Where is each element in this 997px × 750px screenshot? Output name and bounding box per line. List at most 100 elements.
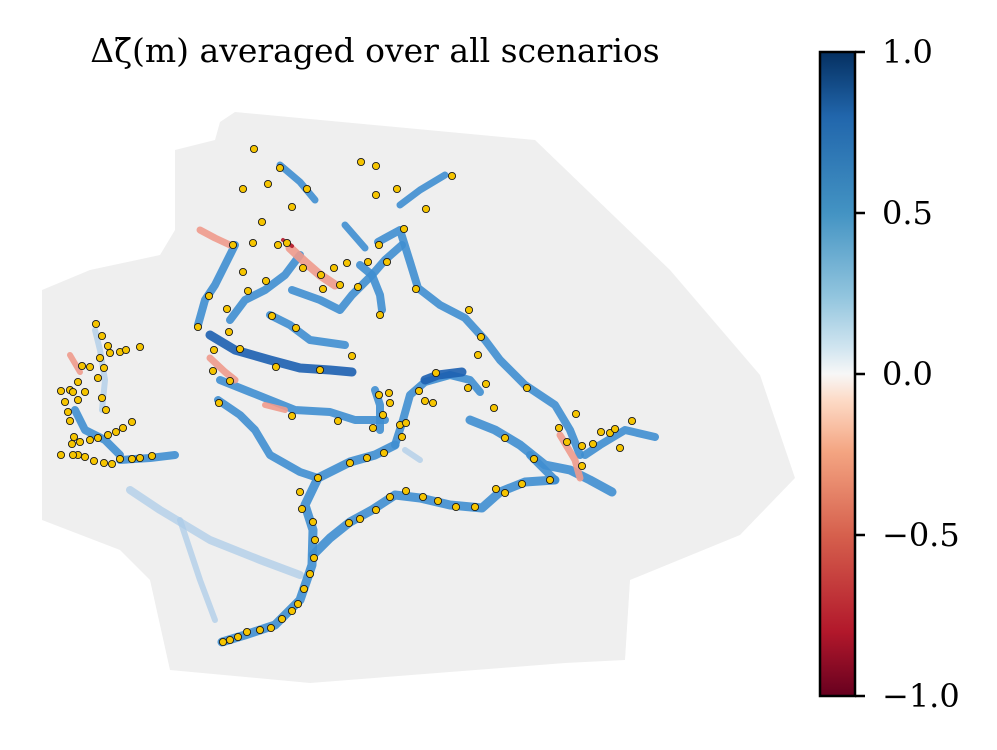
gauge-marker bbox=[111, 427, 121, 437]
gauge-marker bbox=[489, 403, 499, 413]
gauge-marker bbox=[345, 458, 355, 468]
gauge-marker bbox=[85, 362, 95, 372]
gauge-marker bbox=[491, 484, 501, 494]
gauge-marker bbox=[249, 144, 259, 154]
gauge-marker bbox=[257, 217, 267, 227]
gauge-marker bbox=[80, 387, 90, 397]
gauge-marker bbox=[401, 418, 411, 428]
gauge-marker bbox=[97, 393, 107, 403]
gauge-marker bbox=[68, 387, 78, 397]
gauge-marker bbox=[214, 398, 224, 408]
gauge-marker bbox=[93, 433, 103, 443]
gauge-marker bbox=[362, 453, 372, 463]
positive-channel-24 bbox=[396, 171, 449, 209]
gauge-marker bbox=[418, 492, 428, 502]
gauge-marker bbox=[105, 348, 115, 358]
gauge-marker bbox=[225, 376, 235, 386]
gauge-stations bbox=[56, 144, 637, 647]
positive-channel-12 bbox=[356, 261, 386, 314]
gauge-marker bbox=[287, 606, 297, 616]
colorbar-tick-label: −0.5 bbox=[882, 516, 960, 554]
gauge-marker bbox=[147, 451, 157, 461]
gauge-marker bbox=[476, 332, 486, 342]
gauge-marker bbox=[588, 439, 598, 449]
gauge-marker bbox=[308, 517, 318, 527]
gauge-marker bbox=[73, 377, 83, 387]
gauge-marker bbox=[275, 163, 285, 173]
gauge-marker bbox=[384, 388, 394, 398]
gauge-marker bbox=[255, 625, 265, 635]
gauge-marker bbox=[615, 443, 625, 453]
gauge-marker bbox=[500, 488, 510, 498]
gauge-marker bbox=[69, 432, 79, 442]
gauge-marker bbox=[204, 291, 214, 301]
gauge-marker bbox=[222, 304, 232, 314]
gauge-marker bbox=[115, 454, 125, 464]
gauge-marker bbox=[99, 363, 109, 373]
gauge-marker bbox=[464, 305, 474, 315]
negative-channel-26 bbox=[285, 243, 340, 290]
gauge-marker bbox=[298, 263, 308, 273]
gauge-marker bbox=[127, 417, 137, 427]
gauge-marker bbox=[481, 379, 491, 389]
gauge-marker bbox=[577, 461, 587, 471]
gauge-marker bbox=[238, 267, 248, 277]
gauge-marker bbox=[65, 416, 75, 426]
gauge-marker bbox=[421, 204, 431, 214]
gauge-marker bbox=[121, 345, 131, 355]
positive-channel-25 bbox=[341, 221, 369, 252]
colorbar-tick-label: 0.5 bbox=[882, 194, 933, 232]
gauge-marker bbox=[243, 286, 253, 296]
gauge-marker bbox=[135, 342, 145, 352]
gauge-marker bbox=[353, 282, 363, 292]
gauge-marker bbox=[85, 435, 95, 445]
gauge-marker bbox=[356, 157, 366, 167]
gauge-marker bbox=[562, 437, 572, 447]
gauge-marker bbox=[420, 396, 430, 406]
gauge-marker bbox=[193, 322, 203, 332]
gauge-marker bbox=[371, 161, 381, 171]
gauge-marker bbox=[333, 416, 343, 426]
gauge-marker bbox=[374, 390, 384, 400]
positive-channel-23 bbox=[276, 161, 319, 204]
gauge-marker bbox=[91, 319, 101, 329]
gauge-marker bbox=[263, 179, 273, 189]
gauge-marker bbox=[266, 623, 276, 633]
domain-boundary bbox=[42, 112, 795, 683]
gauge-marker bbox=[293, 599, 303, 609]
gauge-marker bbox=[233, 632, 243, 642]
gauge-marker bbox=[313, 473, 323, 483]
gauge-marker bbox=[267, 311, 277, 321]
colorbar-ticks: 1.0 0.5 0.0 −0.5 −1.0 bbox=[855, 33, 960, 715]
gauge-marker bbox=[363, 257, 373, 267]
gauge-marker bbox=[248, 238, 258, 248]
gauge-marker bbox=[517, 479, 527, 489]
gauge-marker bbox=[368, 423, 378, 433]
gauge-marker bbox=[431, 368, 441, 378]
gauge-marker bbox=[242, 627, 252, 637]
gauge-marker bbox=[103, 341, 113, 351]
gauge-marker bbox=[385, 492, 395, 502]
gauge-marker bbox=[554, 423, 564, 433]
gauge-marker bbox=[135, 453, 145, 463]
gauge-marker bbox=[371, 190, 381, 200]
gauge-marker bbox=[571, 409, 581, 419]
gauge-marker bbox=[375, 310, 385, 320]
gauge-marker bbox=[382, 257, 392, 267]
colorbar-gradient bbox=[818, 50, 857, 698]
gauge-marker bbox=[73, 395, 83, 405]
gauge-marker bbox=[433, 496, 443, 506]
gauge-marker bbox=[235, 344, 245, 354]
gauge-marker bbox=[374, 240, 384, 250]
gauge-marker bbox=[309, 553, 319, 563]
gauge-marker bbox=[428, 398, 438, 408]
colorbar-tick-label: 0.0 bbox=[882, 355, 933, 393]
gauge-marker bbox=[225, 635, 235, 645]
gauge-marker bbox=[295, 487, 305, 497]
positive-channel-0 bbox=[126, 486, 304, 579]
positive-channel-6 bbox=[216, 376, 389, 424]
gauge-marker bbox=[335, 280, 345, 290]
gauge-marker bbox=[316, 270, 326, 280]
gauge-marker bbox=[447, 171, 457, 181]
gauge-marker bbox=[378, 410, 388, 420]
